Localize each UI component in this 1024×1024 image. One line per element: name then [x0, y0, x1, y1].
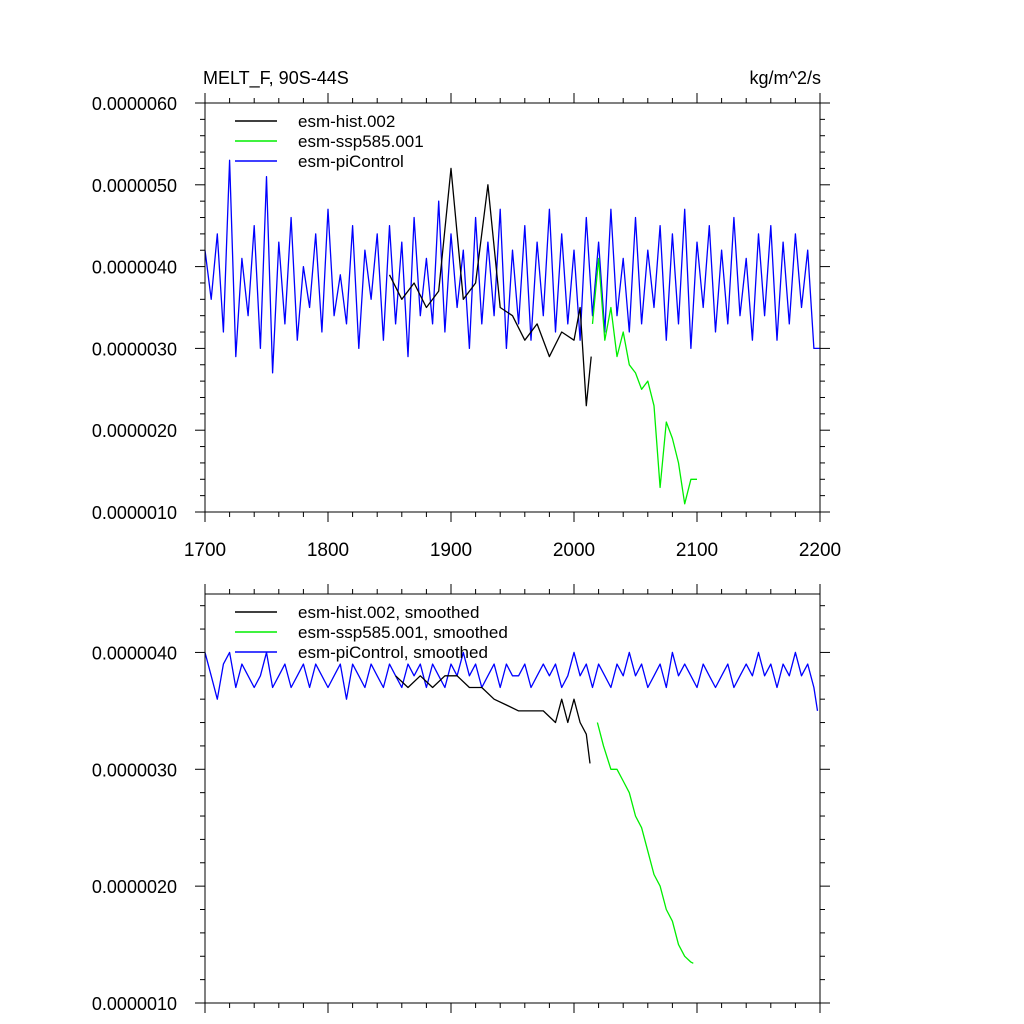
- series-lines: [204, 159, 820, 505]
- x-tick-label: 2100: [676, 540, 718, 561]
- series-lines: [204, 651, 819, 964]
- plot-frame: [204, 593, 821, 1004]
- series-line-esm-hist-002: [388, 167, 592, 407]
- y-tick-label: 0.0000040: [92, 643, 177, 663]
- legend-label: esm-piControl, smoothed: [298, 643, 488, 662]
- axis-ticks: [195, 93, 830, 522]
- chart-units: kg/m^2/s: [750, 68, 821, 88]
- series-line-esm-hist-002-smoothed: [395, 675, 591, 764]
- axis-ticks: [195, 584, 830, 1013]
- x-tick-label: 1800: [307, 540, 349, 561]
- y-tick-label: 0.0000030: [92, 760, 177, 780]
- y-tick-label: 0.0000060: [92, 94, 177, 114]
- y-tick-label: 0.0000010: [92, 503, 177, 523]
- legend-label: esm-hist.002, smoothed: [298, 603, 479, 622]
- x-tick-label: 2200: [799, 540, 841, 561]
- x-tick-label: 2000: [553, 540, 595, 561]
- y-axis-tick-labels: 0.0000010 0.0000020 0.0000030 0.0000040: [92, 643, 177, 1014]
- y-tick-label: 0.0000030: [92, 339, 177, 359]
- x-axis-tick-labels: 1700 1800 1900 2000 2100 2200: [184, 540, 841, 561]
- legend-label: esm-ssp585.001, smoothed: [298, 623, 508, 642]
- series-line-esm-picontrol: [204, 159, 820, 374]
- y-tick-label: 0.0000020: [92, 421, 177, 441]
- series-line-esm-ssp585-001-smoothed: [596, 722, 694, 964]
- series-line-esm-picontrol-smoothed: [204, 651, 819, 711]
- y-axis-tick-labels: 0.0000010 0.0000020 0.0000030 0.0000040 0.00…: [92, 94, 177, 523]
- y-tick-label: 0.0000050: [92, 176, 177, 196]
- x-tick-label: 1700: [184, 540, 226, 561]
- legend-label: esm-piControl: [298, 152, 404, 171]
- top-chart-panel: MELT_F, 90S-44S kg/m^2/s 0.00000100.0000…: [92, 68, 841, 561]
- chart-title: MELT_F, 90S-44S: [203, 68, 349, 89]
- bottom-chart-panel: 0.0000010 0.0000020 0.0000030 0.0000040 esm…: [92, 584, 830, 1014]
- y-tick-label: 0.0000020: [92, 877, 177, 897]
- x-tick-label: 1900: [430, 540, 472, 561]
- plot-frame: [204, 102, 821, 513]
- series-line-esm-ssp585-001: [591, 257, 697, 505]
- y-tick-label: 0.0000010: [92, 994, 177, 1014]
- legend-label: esm-hist.002: [298, 112, 395, 131]
- y-tick-label: 0.0000040: [92, 258, 177, 278]
- legend-label: esm-ssp585.001: [298, 132, 424, 151]
